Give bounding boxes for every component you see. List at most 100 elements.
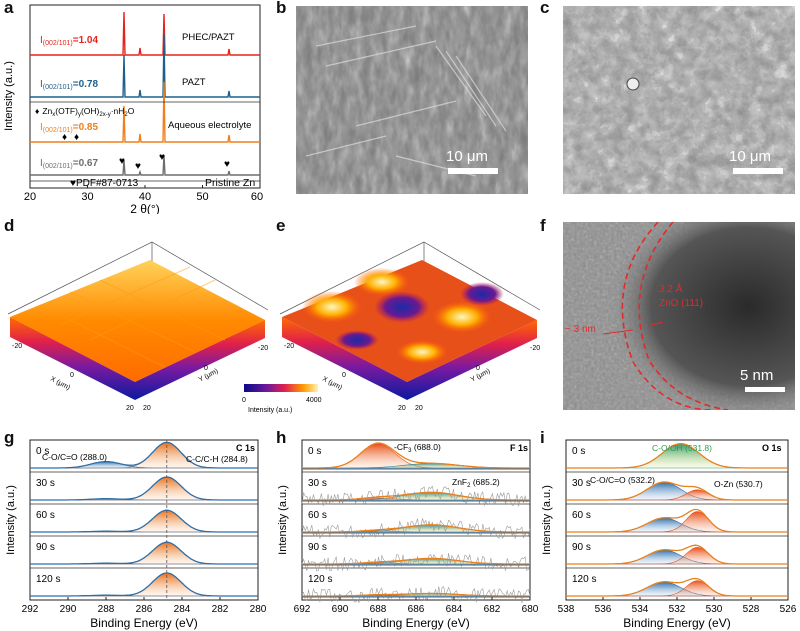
- xrd-byproduct-marker-1: ♦: [62, 132, 67, 143]
- xrd-xlabel: 2 θ(°): [130, 202, 159, 214]
- xps-chart-i: 0 s 30 s 60 s 90 s 120 s 538 536 534 532 530 528 52…: [541, 439, 797, 630]
- afm-colorbar: 0 4000 Intensity (a.u.): [242, 384, 322, 414]
- xps-i-envelope: [566, 508, 788, 533]
- xps-chart-h: 0 s 30 s 60 s 90 s 120 s 692 690 688 686 684 682 68…: [277, 439, 539, 630]
- afm-e-tick-x-mid: 0: [342, 372, 346, 379]
- xps-i-xtick-label: 528: [743, 604, 760, 615]
- xps-h-xtick-label: 680: [522, 604, 539, 615]
- colorbar-min: 0: [242, 397, 246, 404]
- panel-label-g: g: [4, 428, 15, 447]
- xps-g-envelope: [30, 441, 258, 469]
- afm-d-surface: [10, 260, 265, 382]
- xps-h-envelope: [302, 557, 530, 565]
- xrd-xticks: 20 30 40 50 60: [24, 185, 263, 203]
- afm-d-x-axis-label: X (μm): [49, 376, 71, 392]
- xps-h-xtick-label: 692: [294, 604, 311, 615]
- afm-map-e: X (μm) Y (μm) -20 0 20 20 0 -20: [279, 241, 540, 412]
- xps-i-time-label: 30 s: [572, 478, 591, 489]
- xps-h-xtick-label: 690: [332, 604, 349, 615]
- xps-h-ylabel: Intensity (a.u.): [277, 485, 289, 555]
- xps-i-xtick-label: 534: [632, 604, 649, 615]
- xps-chart-g: 0 s 30 s 60 s 90 s 120 s 292 290 288 286 284 282 28…: [5, 439, 267, 630]
- xps-i-time-label: 90 s: [572, 542, 591, 553]
- xps-g-peak1-label: C-O/C=O (288.0): [42, 452, 107, 462]
- xps-i-envelope: [566, 577, 788, 597]
- xps-h-raw-data: [301, 586, 531, 604]
- xps-i-envelope: [566, 443, 788, 469]
- tem-thickness-label: ~ 3 nm: [565, 324, 596, 335]
- xps-g-envelope: [30, 572, 258, 597]
- tem-lattice-label: 3.2 Å: [659, 282, 683, 295]
- xps-i-xtick-label: 526: [780, 604, 797, 615]
- xps-i-xtick-label: 532: [669, 604, 686, 615]
- afm-d-tick-x-left: -20: [12, 343, 22, 350]
- panel-label-e: e: [276, 216, 286, 235]
- xps-g-xtick-label: 286: [136, 604, 153, 615]
- xps-g-envelope: [30, 476, 258, 501]
- tem-scalebar-label: 5 nm: [740, 367, 773, 384]
- afm-e-tick-x-right: 20: [398, 405, 406, 412]
- panel-label-f: f: [540, 216, 546, 235]
- xps-g-xtick-label: 280: [250, 604, 267, 615]
- xps-g-peak-fit: [30, 509, 258, 533]
- xrd-traces: [30, 11, 260, 176]
- xps-h-raw-data: [301, 485, 531, 507]
- xps-i-spectrum-label: O 1s: [762, 443, 782, 453]
- xps-g-time-label: 30 s: [36, 478, 55, 489]
- colorbar-max: 4000: [306, 397, 322, 404]
- afm-d-tick-y-mid: 0: [204, 365, 208, 372]
- afm-d-tick-x-right: 20: [126, 405, 134, 412]
- xrd-ylabel: Intensity (a.u.): [3, 61, 15, 131]
- xps-g-peak-fit: [30, 572, 258, 597]
- xrd-pdf-marker-1: ♥: [119, 156, 125, 167]
- xps-g-time-label: 120 s: [36, 574, 60, 585]
- xps-h-envelope: [302, 524, 530, 533]
- xps-g-time-label: 60 s: [36, 510, 55, 521]
- xps-g-xtick-label: 292: [22, 604, 39, 615]
- xps-g-xtick-label: 284: [174, 604, 191, 615]
- xps-i-envelope: [566, 544, 788, 565]
- xps-h-xlabel: Binding Energy (eV): [362, 616, 469, 630]
- xrd-ratio-phec: I(002/101)=1.04: [40, 35, 98, 47]
- xps-h-xtick-label: 682: [484, 604, 501, 615]
- xrd-name-phec: PHEC/PAZT: [182, 32, 235, 43]
- xps-h-time-label: 60 s: [308, 510, 327, 521]
- xps-h-envelope: [302, 592, 530, 597]
- xps-g-ylabel: Intensity (a.u.): [5, 485, 17, 555]
- xrd-pdf-marker-2: ♥: [135, 161, 141, 172]
- xps-i-time-label: 0 s: [572, 446, 585, 457]
- xrd-byproduct-legend: ♦ Znx(OTF)y(OH)2x-y·nH2O: [35, 106, 135, 118]
- sem-texture-c: 10 μm: [563, 6, 795, 194]
- xps-h-time-label: 90 s: [308, 542, 327, 553]
- tem-scalebar: [745, 387, 785, 392]
- xps-g-peak2-label: C-C/C-H (284.8): [186, 454, 248, 464]
- xrd-xtick-30: 30: [81, 191, 93, 203]
- sem-c-scalebar-label: 10 μm: [729, 148, 771, 165]
- xrd-name-aqueous: Aqueous electrolyte: [168, 120, 251, 131]
- xps-h-xtick-label: 684: [446, 604, 463, 615]
- xps-g-xtick-label: 290: [60, 604, 77, 615]
- tem-plane-label: ZnO (111): [659, 298, 703, 309]
- afm-d-y-axis-label: Y (μm): [198, 368, 220, 384]
- xps-g-xtick-label: 288: [98, 604, 115, 615]
- xps-h-raw-data: [301, 553, 531, 572]
- xrd-pdf-legend: ♥PDF#87-0713: [70, 178, 139, 189]
- xrd-trace-pristine: [30, 154, 260, 176]
- sem-image-c: 10 μm: [563, 6, 795, 194]
- panel-label-a: a: [4, 0, 14, 17]
- xrd-xtick-20: 20: [24, 191, 36, 203]
- xps-i-peak2-label: O-Zn (530.7): [714, 479, 763, 489]
- sem-b-scalebar: [448, 168, 498, 174]
- xrd-xtick-50: 50: [196, 191, 208, 203]
- xps-h-envelope: [302, 491, 530, 501]
- xps-g-envelope: [30, 509, 258, 533]
- xps-i-peak1-label: C-O/C=O (532.2): [590, 475, 655, 485]
- xps-h-xtick-label: 686: [408, 604, 425, 615]
- xrd-name-pristine: Pristine Zn: [205, 177, 255, 189]
- xrd-trace-phec: [30, 11, 260, 56]
- tem-image-f: ~ 3 nm 3.2 Å ZnO (111) 5 nm: [563, 222, 795, 410]
- afm-e-y-axis-label: Y (μm): [470, 368, 492, 384]
- xrd-ratio-pazt: I(002/101)=0.78: [40, 79, 98, 91]
- afm-d-tick-y-left: 20: [143, 405, 151, 412]
- panel-label-h: h: [276, 428, 287, 447]
